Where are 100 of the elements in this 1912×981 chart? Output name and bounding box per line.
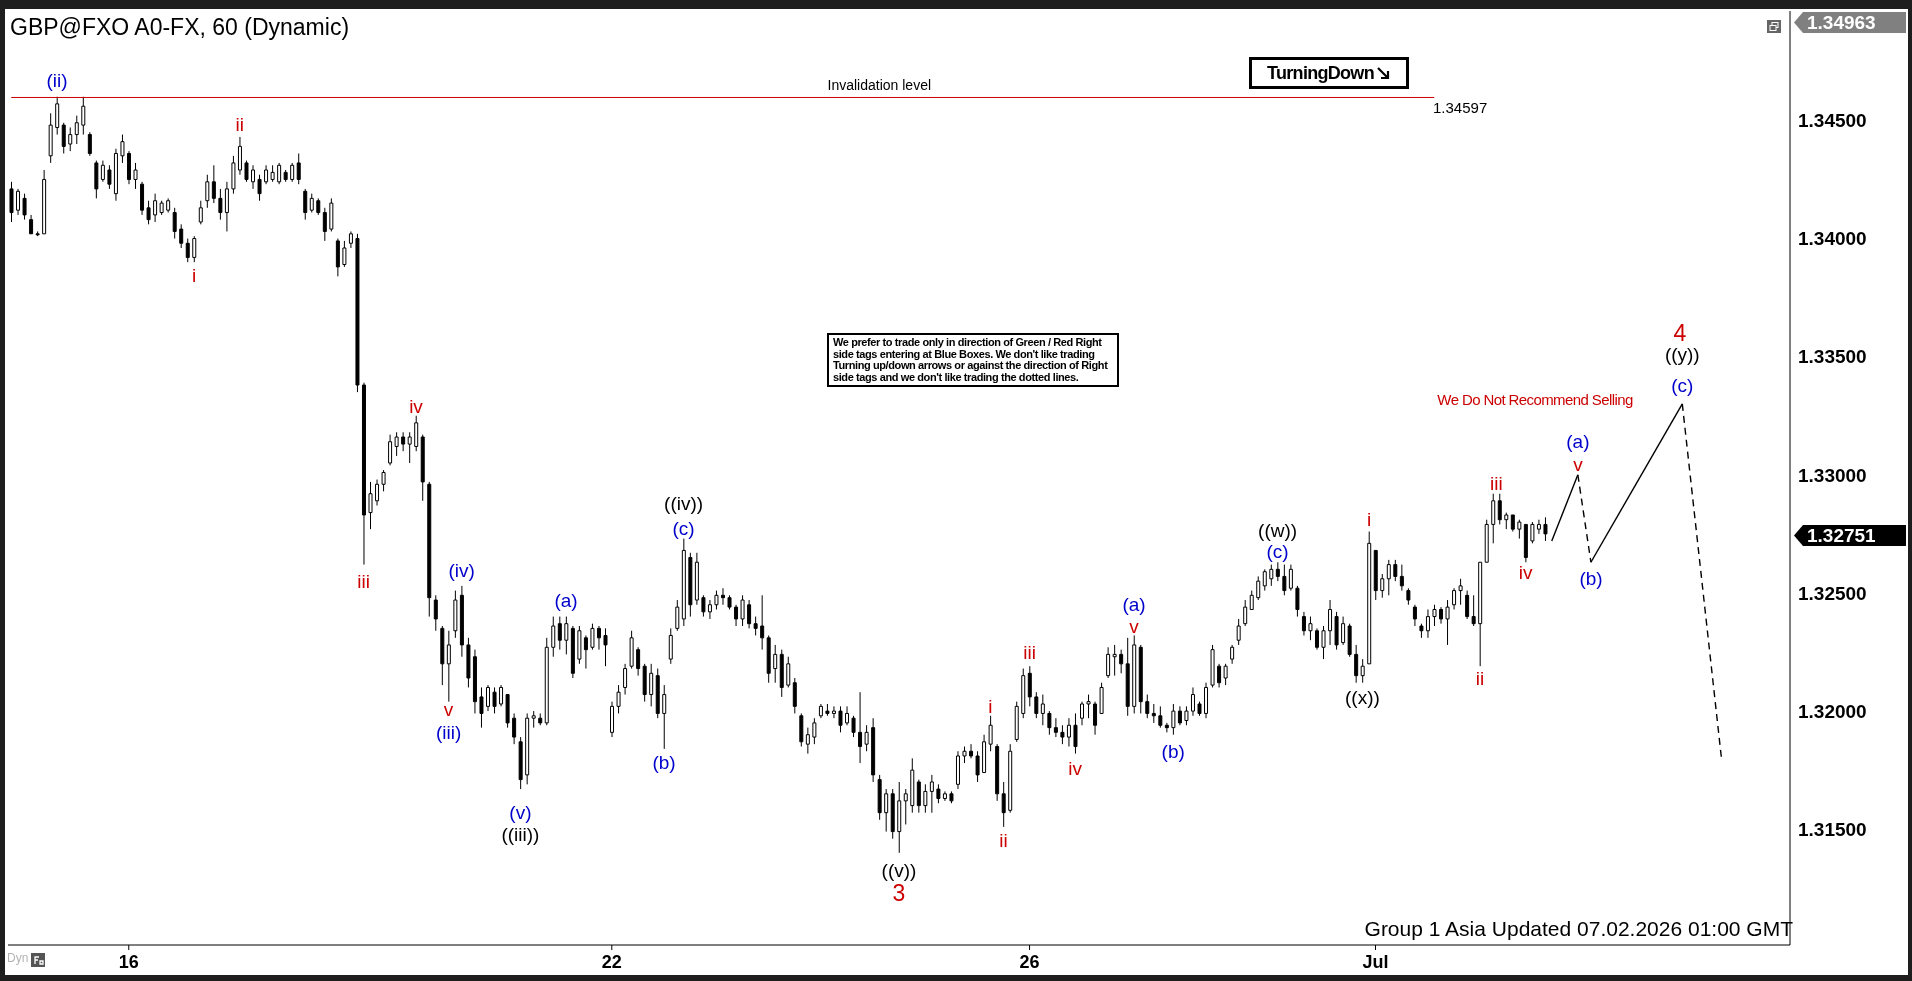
candlestick (525, 712, 530, 785)
candlestick (1021, 668, 1026, 719)
candlestick (675, 599, 680, 632)
candlestick (1040, 694, 1045, 726)
candlestick (446, 630, 451, 703)
candlestick (1471, 594, 1476, 627)
candlestick (1073, 712, 1078, 755)
candlestick (133, 162, 138, 190)
candlestick (283, 169, 288, 183)
candlestick (936, 783, 941, 804)
candlestick (126, 150, 131, 185)
candlestick (1217, 663, 1222, 688)
candlestick (747, 599, 752, 629)
candlestick (1093, 701, 1098, 736)
candlestick (1543, 516, 1548, 542)
candlestick (531, 710, 536, 729)
candlestick (975, 750, 980, 783)
annotation: v (443, 698, 454, 720)
candlestick (871, 717, 876, 783)
candlestick (884, 788, 889, 833)
candlestick (1132, 634, 1137, 714)
candlestick (9, 181, 14, 223)
candlestick (1295, 585, 1300, 618)
candlestick (1458, 578, 1463, 606)
candlestick (329, 197, 334, 232)
candlestick (87, 131, 92, 157)
candlestick (1425, 608, 1430, 639)
annotation: (c) (1266, 540, 1289, 562)
candlestick (1177, 705, 1182, 726)
candlestick (1445, 599, 1450, 646)
candlestick (668, 627, 673, 665)
annotation: 4 (1673, 319, 1687, 346)
candlestick (1223, 663, 1228, 686)
candlestick (61, 122, 66, 154)
candlestick (179, 223, 184, 249)
candlestick (1314, 627, 1319, 651)
candlestick (655, 668, 660, 719)
annotation: (b) (1579, 567, 1603, 589)
candlestick (799, 712, 804, 748)
candlestick (499, 684, 504, 707)
candlestick (100, 160, 105, 183)
candlestick (375, 479, 380, 507)
candlestick (1399, 564, 1404, 592)
annotation: (a) (1122, 593, 1146, 615)
candlestick (277, 162, 282, 185)
candlestick (1386, 559, 1391, 596)
candlestick (427, 481, 432, 618)
candlestick (1367, 531, 1372, 665)
candlestick (596, 625, 601, 651)
candlestick (146, 200, 151, 225)
candlestick (342, 240, 347, 268)
candlestick (792, 677, 797, 714)
y-tick-label: 1.31500 (1798, 818, 1867, 840)
annotation: ((iv)) (664, 493, 704, 515)
candlestick (694, 552, 699, 606)
annotation: i (1366, 508, 1372, 530)
candlestick (1053, 717, 1058, 738)
candlestick (1236, 618, 1241, 646)
candlestick (42, 169, 47, 235)
candlestick (1288, 564, 1293, 592)
annotation: iv (1518, 561, 1533, 583)
annotation: ((w)) (1258, 519, 1298, 541)
annotation: (iv) (448, 560, 475, 582)
candlestick (1269, 564, 1274, 587)
candlestick (1249, 590, 1254, 610)
candlestick (955, 750, 960, 790)
chart-title: GBP@FXO A0-FX, 60 (Dynamic) (10, 14, 350, 41)
candlestick (1478, 561, 1483, 667)
candlestick (205, 174, 210, 209)
candlestick (211, 164, 216, 204)
text: 1.32751 (1794, 525, 1906, 546)
candlestick (1282, 564, 1287, 596)
candlestick (903, 788, 908, 825)
candlestick (1027, 665, 1032, 707)
candlestick (766, 634, 771, 684)
candlestick (68, 126, 73, 152)
ref-line-label: Invalidation level (827, 77, 932, 94)
candlestick (1523, 523, 1528, 563)
candlestick (433, 594, 438, 632)
candlestick (701, 594, 706, 618)
candlestick (407, 431, 412, 464)
annotation: (v) (509, 802, 532, 823)
candlestick (1406, 587, 1411, 606)
candlestick (1491, 493, 1496, 544)
candlestick (1432, 604, 1437, 627)
candlestick (740, 594, 745, 627)
candlestick (466, 637, 471, 688)
candlestick (831, 705, 836, 719)
candlestick (1301, 611, 1306, 636)
candlestick (81, 96, 86, 136)
annotation: ii (1475, 667, 1485, 689)
candlestick (244, 160, 249, 183)
candlestick (348, 230, 353, 249)
text: 1.34963 (1794, 12, 1906, 33)
candlestick (1158, 705, 1163, 729)
annotation: (iii) (435, 722, 462, 743)
candlestick (1066, 717, 1071, 748)
candlestick (1380, 573, 1385, 599)
y-tick-label: 1.34000 (1798, 228, 1867, 250)
candlestick (401, 431, 406, 452)
